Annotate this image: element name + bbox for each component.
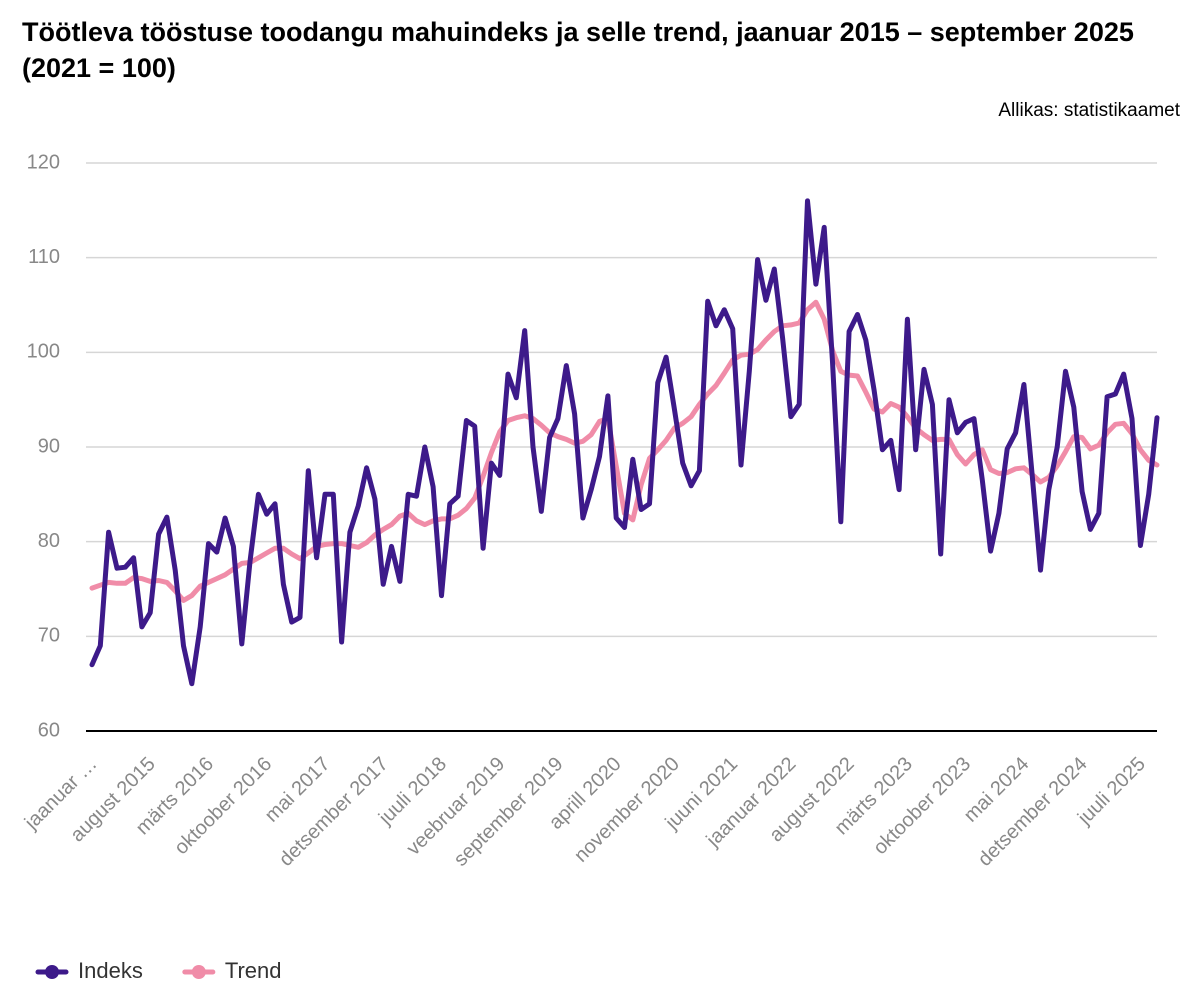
y-tick-label: 80	[38, 530, 60, 552]
series-line	[89, 198, 1160, 687]
legend-item: Indeks	[35, 958, 143, 983]
legend-marker	[45, 965, 59, 979]
chart-title: Töötleva tööstuse toodangu mahuindeks ja…	[22, 17, 1134, 83]
x-tick-label: november 2020	[570, 753, 684, 867]
y-tick-label: 70	[38, 625, 60, 647]
source: Allikas: statistikaamet	[998, 100, 1180, 121]
y-tick-label: 100	[27, 341, 60, 363]
legend-item: Trend	[182, 958, 282, 983]
legend-label: Indeks	[78, 958, 143, 983]
y-tick-label: 60	[38, 719, 60, 741]
y-tick-label: 90	[38, 435, 60, 457]
legend-marker	[191, 965, 206, 979]
y-tick-label: 110	[28, 246, 60, 268]
legend-label: Trend	[225, 958, 282, 983]
x-tick-label: september 2019	[450, 753, 568, 871]
y-tick-label: 120	[27, 151, 60, 173]
x-tick-label: detsember 2017	[275, 753, 393, 871]
x-tick-label: detsember 2024	[974, 753, 1092, 871]
